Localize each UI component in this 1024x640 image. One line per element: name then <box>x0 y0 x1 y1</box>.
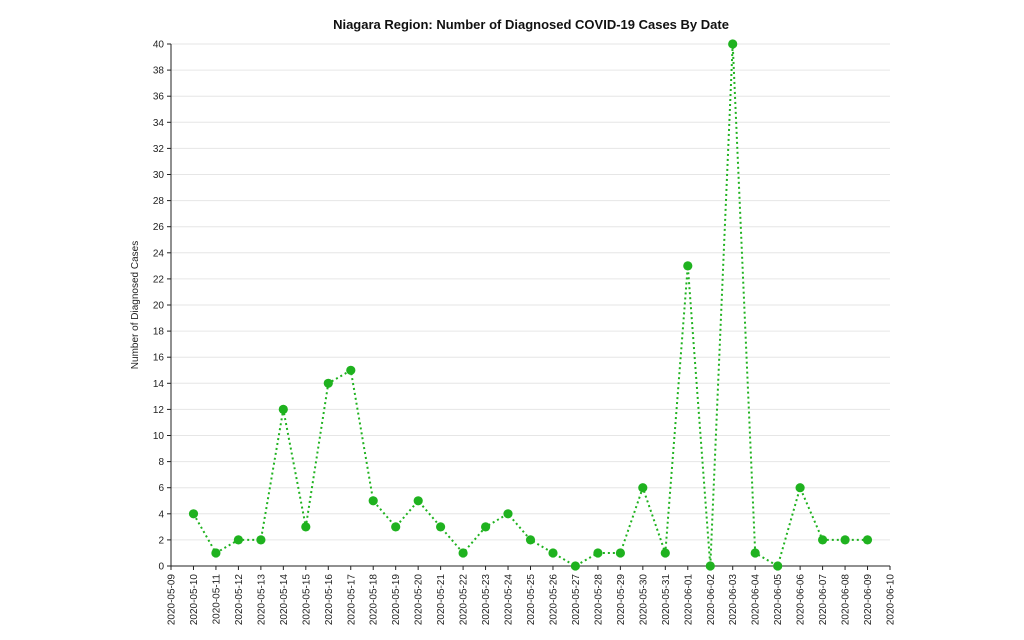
x-tick-label: 2020-06-09 <box>863 574 874 626</box>
y-tick-label: 36 <box>153 92 165 103</box>
y-tick-label: 24 <box>153 248 165 259</box>
y-tick-label: 22 <box>153 274 165 285</box>
x-tick-label: 2020-06-01 <box>683 574 694 626</box>
y-tick-label: 0 <box>158 562 164 573</box>
x-tick-label: 2020-06-02 <box>706 574 717 626</box>
y-tick-label: 4 <box>158 509 164 520</box>
series-cases <box>188 39 873 571</box>
x-tick-label: 2020-05-22 <box>459 574 470 626</box>
x-tick-label: 2020-05-28 <box>593 574 604 626</box>
data-point-2020-06-04 <box>750 548 760 558</box>
y-tick-label: 14 <box>153 379 165 390</box>
y-tick-label: 32 <box>153 144 165 155</box>
data-point-2020-06-07 <box>818 535 828 545</box>
data-point-2020-05-25 <box>525 535 536 545</box>
y-tick-label: 6 <box>158 483 164 494</box>
x-tick-label: 2020-06-05 <box>773 574 784 626</box>
chart-title: Niagara Region: Number of Diagnosed COVI… <box>333 17 729 32</box>
x-tick-label: 2020-05-26 <box>548 574 559 626</box>
x-tick-label: 2020-05-24 <box>504 574 515 626</box>
x-tick-label: 2020-05-15 <box>301 574 312 626</box>
data-point-2020-05-24 <box>503 509 513 519</box>
data-point-2020-05-16 <box>323 378 333 388</box>
y-tick-label: 8 <box>158 457 164 468</box>
data-point-2020-06-09 <box>862 535 873 545</box>
data-point-2020-05-17 <box>346 365 356 375</box>
x-tick-label: 2020-05-09 <box>167 574 178 626</box>
data-point-2020-05-20 <box>413 496 423 506</box>
data-point-2020-05-15 <box>301 522 311 532</box>
x-tick-label: 2020-05-13 <box>256 574 267 626</box>
data-point-2020-05-26 <box>548 548 558 558</box>
x-tick-label: 2020-05-21 <box>436 574 447 626</box>
x-tick-label: 2020-05-27 <box>571 574 582 626</box>
x-tick-label: 2020-06-06 <box>796 574 807 626</box>
x-tick-label: 2020-05-20 <box>414 574 425 626</box>
data-point-2020-05-18 <box>368 496 378 506</box>
data-point-2020-05-21 <box>436 522 446 532</box>
data-point-2020-06-05 <box>773 561 783 571</box>
y-tick-label: 30 <box>153 170 165 181</box>
x-tick-label: 2020-05-16 <box>324 574 335 626</box>
x-tick-label: 2020-05-30 <box>638 574 649 626</box>
data-point-2020-05-27 <box>570 561 581 571</box>
y-tick-label: 28 <box>153 196 165 207</box>
data-point-2020-06-01 <box>683 261 693 271</box>
x-tick-label: 2020-05-19 <box>391 574 402 626</box>
data-point-2020-05-10 <box>188 509 199 519</box>
x-tick-label: 2020-06-03 <box>728 574 739 626</box>
data-point-2020-05-22 <box>458 548 468 558</box>
y-tick-label: 2 <box>158 535 164 546</box>
y-tick-label: 20 <box>153 301 165 312</box>
x-tick-label: 2020-05-14 <box>279 574 290 626</box>
y-tick-label: 38 <box>153 66 165 77</box>
x-tick-label: 2020-05-12 <box>234 574 245 626</box>
data-point-2020-06-06 <box>795 483 805 493</box>
x-tick-labels: 2020-05-09 2020-05-10 2020-05-11 2020-05-12… <box>167 574 897 626</box>
y-tick-label: 10 <box>153 431 165 442</box>
data-point-2020-05-11 <box>211 548 221 558</box>
data-point-2020-05-28 <box>593 548 603 558</box>
data-point-2020-06-02 <box>705 561 715 571</box>
x-tick-label: 2020-06-10 <box>886 574 897 626</box>
data-point-2020-05-23 <box>481 522 491 532</box>
y-tick-label: 34 <box>153 118 165 129</box>
x-tick-label: 2020-05-10 <box>189 574 200 626</box>
axes <box>167 43 891 570</box>
data-point-2020-05-31 <box>660 548 670 558</box>
x-tick-label: 2020-05-23 <box>481 574 492 626</box>
data-point-2020-05-29 <box>615 548 626 558</box>
x-tick-label: 2020-05-17 <box>346 574 357 626</box>
y-tick-label: 18 <box>153 327 165 338</box>
data-point-2020-06-08 <box>840 535 850 545</box>
y-tick-label: 16 <box>153 353 165 364</box>
y-tick-label: 26 <box>153 222 165 233</box>
data-point-2020-05-13 <box>256 535 266 545</box>
x-tick-label: 2020-05-11 <box>211 574 222 625</box>
data-point-2020-05-14 <box>278 404 288 414</box>
x-tick-label: 2020-06-07 <box>818 574 829 626</box>
data-point-2020-05-12 <box>233 535 243 545</box>
x-tick-label: 2020-06-04 <box>751 574 762 626</box>
grid-lines <box>171 43 890 541</box>
x-tick-label: 2020-05-31 <box>661 574 672 626</box>
x-tick-label: 2020-05-29 <box>616 574 627 626</box>
x-tick-label: 2020-05-18 <box>369 574 380 626</box>
data-point-2020-05-30 <box>638 483 648 493</box>
y-tick-label: 12 <box>153 405 165 416</box>
y-axis-label: Number of Diagnosed Cases <box>130 241 141 369</box>
x-tick-label: 2020-06-08 <box>841 574 852 626</box>
data-point-2020-05-19 <box>391 522 401 532</box>
x-tick-label: 2020-05-25 <box>526 574 537 626</box>
y-tick-label: 40 <box>153 40 165 51</box>
data-point-2020-06-03 <box>728 39 738 49</box>
